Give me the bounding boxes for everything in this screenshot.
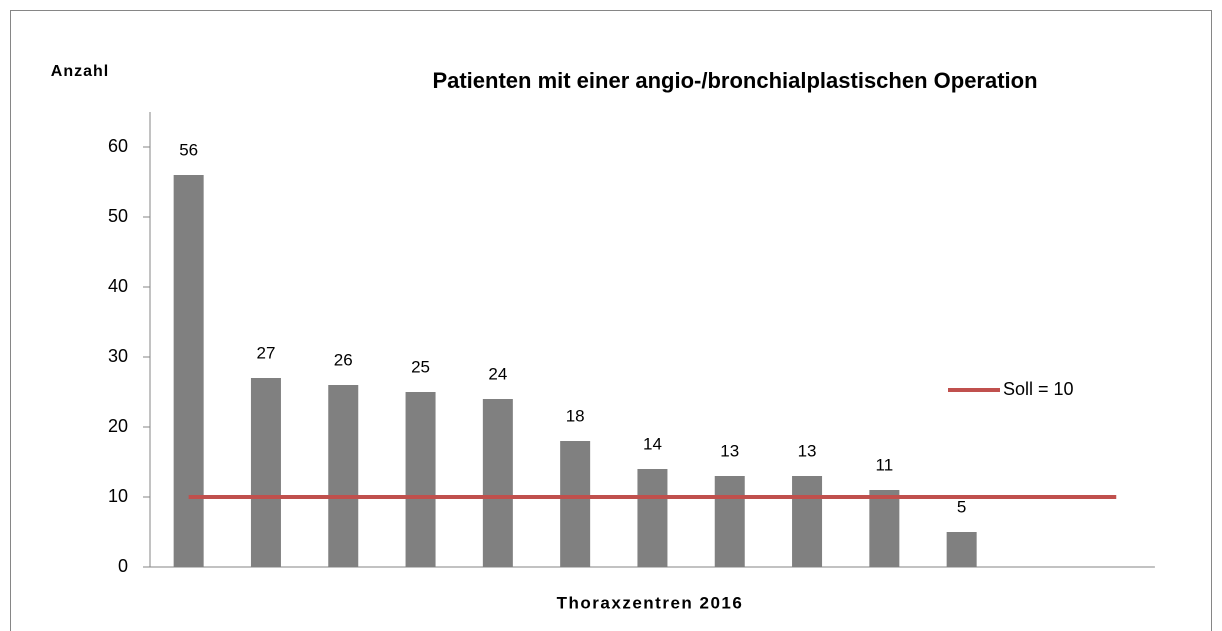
data-label: 5	[957, 497, 966, 516]
y-tick-label: 60	[108, 136, 128, 156]
x-axis-label: Thoraxzentren 2016	[557, 593, 744, 612]
data-label: 26	[334, 350, 353, 369]
y-tick-label: 40	[108, 276, 128, 296]
bar	[792, 476, 823, 567]
data-label: 13	[720, 441, 739, 460]
chart-frame	[10, 10, 1212, 631]
data-label: 18	[566, 406, 585, 425]
data-label: 11	[876, 455, 894, 474]
y-tick-label: 0	[118, 556, 128, 576]
bar	[173, 175, 204, 567]
bar	[328, 385, 359, 567]
y-tick-label: 20	[108, 416, 128, 436]
data-label: 13	[798, 441, 817, 460]
bar	[869, 490, 900, 567]
y-tick-label: 10	[108, 486, 128, 506]
bar	[637, 469, 668, 567]
bar	[405, 392, 436, 567]
chart-title: Patienten mit einer angio-/bronchialplas…	[432, 68, 1037, 93]
bar	[250, 378, 281, 567]
bar	[560, 441, 591, 567]
data-label: 27	[256, 343, 275, 362]
legend-label: Soll = 10	[1003, 379, 1074, 399]
bar	[946, 532, 977, 567]
y-axis-label: Anzahl	[51, 63, 109, 80]
data-label: 25	[411, 357, 430, 376]
data-label: 24	[488, 364, 507, 383]
bar	[482, 399, 513, 567]
y-tick-label: 50	[108, 206, 128, 226]
y-tick-label: 30	[108, 346, 128, 366]
bar	[714, 476, 745, 567]
data-label: 14	[643, 434, 662, 453]
data-label: 56	[179, 140, 198, 159]
